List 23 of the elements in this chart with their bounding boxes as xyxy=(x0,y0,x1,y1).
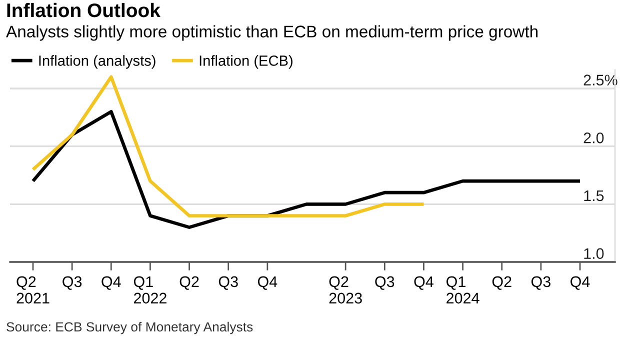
x-tick-label: Q3 xyxy=(218,276,238,290)
x-tick-label: Q1 2024 xyxy=(446,276,480,304)
x-tick-label: Q2 xyxy=(180,276,199,290)
x-tick-label: Q4 xyxy=(414,276,434,290)
x-tick-label: Q1 2022 xyxy=(134,276,166,304)
y-tick-label: 2.5% xyxy=(584,74,618,86)
x-tick-label: Q2 2021 xyxy=(16,276,50,304)
x-tick-label: Q4 xyxy=(102,276,121,290)
x-tick-label: Q4 xyxy=(258,276,278,290)
y-tick-label: 2.0 xyxy=(584,132,604,144)
x-tick-label: Q2 2023 xyxy=(329,276,362,304)
x-tick-label: Q3 xyxy=(62,276,82,290)
chart-subtitle: Analysts slightly more optimistic than ECB on medium-term price growth xyxy=(6,25,538,41)
x-tick-label: Q2 xyxy=(492,276,512,290)
chart-title: Inflation Outlook xyxy=(7,2,160,18)
x-tick-label: Q3 xyxy=(531,276,550,290)
source-note: Source: ECB Survey of Monetary Analysts xyxy=(6,322,253,334)
legend-label: Inflation (ECB) xyxy=(200,55,292,69)
y-tick-label: 1.0 xyxy=(584,248,604,259)
y-tick-label: 1.5 xyxy=(584,190,604,202)
x-tick-label: Q3 xyxy=(375,276,394,290)
x-tick-label: Q4 xyxy=(570,276,590,290)
legend-label: Inflation (analysts) xyxy=(39,55,156,69)
